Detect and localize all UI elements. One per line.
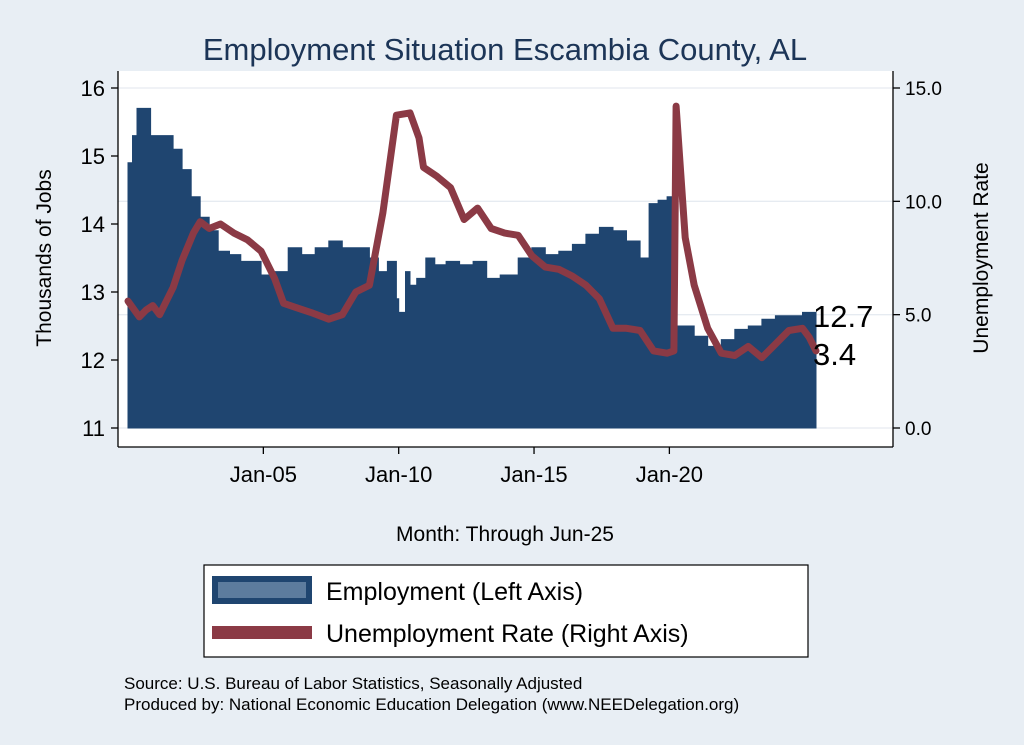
x-tick-label: Jan-15 xyxy=(500,462,567,487)
x-tick-label: Jan-20 xyxy=(636,462,703,487)
data-layer xyxy=(124,102,820,429)
chart-title: Employment Situation Escambia County, AL xyxy=(203,32,807,67)
employment-end-label: 12.7 xyxy=(813,299,873,334)
legend-label-unemployment: Unemployment Rate (Right Axis) xyxy=(326,620,689,648)
y-right-tick-label: 10.0 xyxy=(905,192,942,213)
y-right-tick-label: 5.0 xyxy=(905,306,931,327)
y-right-tick-label: 0.0 xyxy=(905,419,931,440)
axes: 11 12 13 14 15 16 0.0 5.0 10.0 15.0 Jan-05 Jan-10 Ja… xyxy=(81,71,942,487)
producer-note: Produced by: National Economic Education… xyxy=(124,695,739,714)
y-left-tick-label: 11 xyxy=(82,416,105,441)
x-tick-label: Jan-10 xyxy=(365,462,432,487)
x-tick-label: Jan-05 xyxy=(230,462,297,487)
y-left-tick-label: 15 xyxy=(81,144,105,169)
y-left-tick-label: 13 xyxy=(81,280,105,305)
x-axis-label: Month: Through Jun-25 xyxy=(396,523,614,546)
y-axis-right-label: Unemployment Rate xyxy=(970,162,993,353)
legend-swatch-unemployment xyxy=(212,626,312,639)
unemployment-line xyxy=(124,102,820,362)
y-right-tick-label: 15.0 xyxy=(905,79,942,100)
y-left-tick-label: 12 xyxy=(81,348,105,373)
legend-label-employment: Employment (Left Axis) xyxy=(326,578,583,606)
y-left-tick-label: 14 xyxy=(81,212,105,237)
unemployment-end-label: 3.4 xyxy=(813,337,856,372)
legend: Employment (Left Axis) Unemployment Rate… xyxy=(203,564,809,658)
y-left-tick-label: 16 xyxy=(81,76,105,101)
y-axis-left-label: Thousands of Jobs xyxy=(33,169,56,346)
source-note: Source: U.S. Bureau of Labor Statistics,… xyxy=(124,674,582,693)
